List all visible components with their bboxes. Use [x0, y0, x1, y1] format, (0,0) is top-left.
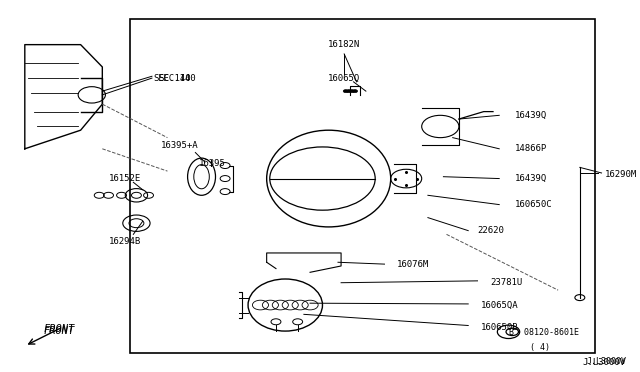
Text: 23781U: 23781U [490, 278, 522, 287]
Circle shape [346, 90, 351, 93]
Text: 16439Q: 16439Q [515, 174, 547, 183]
Text: FRONT: FRONT [44, 324, 74, 334]
Text: J.L3000V: J.L3000V [583, 358, 626, 367]
Text: ( 4): ( 4) [530, 343, 550, 352]
Text: 16439Q: 16439Q [515, 111, 547, 120]
Text: 16065QA: 16065QA [481, 301, 518, 310]
Circle shape [349, 90, 355, 93]
Text: 16182N: 16182N [328, 40, 360, 49]
Circle shape [353, 90, 358, 93]
Text: B  08120-8601E: B 08120-8601E [509, 328, 579, 337]
Text: 14866P: 14866P [515, 144, 547, 153]
Text: 16152E: 16152E [109, 174, 141, 183]
Text: 160650B: 160650B [481, 323, 518, 332]
Bar [130, 19, 595, 353]
Text: 16290M: 16290M [605, 170, 637, 179]
Text: FRONT: FRONT [44, 326, 74, 336]
Text: 16076M: 16076M [397, 260, 429, 269]
Text: SEC.140: SEC.140 [158, 74, 196, 83]
Text: 16395: 16395 [198, 159, 225, 168]
Text: 16065Q: 16065Q [328, 74, 360, 83]
Text: 16294B: 16294B [109, 237, 141, 246]
Text: 16395+A: 16395+A [161, 141, 199, 150]
Text: 160650C: 160650C [515, 200, 552, 209]
Text: 22620: 22620 [477, 226, 504, 235]
Text: J.L3000V: J.L3000V [586, 357, 626, 366]
Text: SEC.140: SEC.140 [154, 74, 191, 83]
Circle shape [343, 90, 348, 93]
